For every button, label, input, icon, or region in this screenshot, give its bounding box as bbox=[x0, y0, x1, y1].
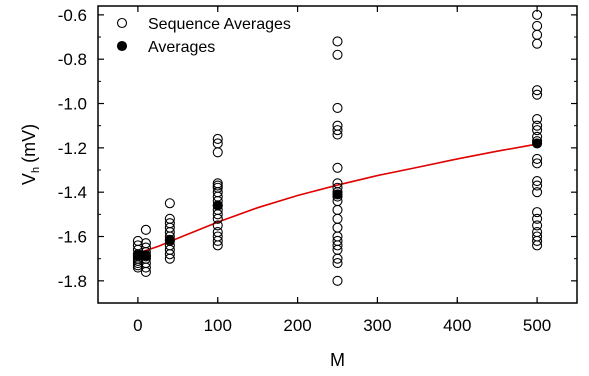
legend-marker-sequence-averages bbox=[116, 17, 128, 29]
y-axis-label-sub: h bbox=[30, 167, 42, 173]
sequence-average-point bbox=[532, 153, 543, 164]
y-axis-label: Vh (mV) bbox=[19, 124, 42, 185]
sequence-average-point bbox=[212, 220, 223, 231]
y-tick-label: -0.6 bbox=[58, 6, 87, 25]
sequence-average-point bbox=[212, 147, 223, 158]
sequence-average-point bbox=[332, 258, 343, 269]
sequence-average-point bbox=[532, 213, 543, 224]
sequence-average-point bbox=[332, 275, 343, 286]
sequence-average-point bbox=[532, 176, 543, 187]
average-point bbox=[532, 138, 543, 149]
y-tick-label: -1.2 bbox=[58, 139, 87, 158]
sequence-average-point bbox=[212, 240, 223, 251]
y-tick-label: -1.6 bbox=[58, 228, 87, 247]
sequence-average-point bbox=[532, 20, 543, 31]
sequence-average-point bbox=[332, 244, 343, 255]
sequence-average-point bbox=[332, 102, 343, 114]
x-axis-label: M bbox=[330, 350, 345, 370]
plot-frame bbox=[97, 5, 578, 304]
sequence-average-point bbox=[332, 240, 343, 251]
sequence-average-point bbox=[532, 89, 543, 100]
legend-label-sequence-averages: Sequence Averages bbox=[148, 16, 291, 33]
sequence-average-point bbox=[532, 187, 543, 198]
sequence-average-point bbox=[212, 213, 223, 224]
sequence-average-point bbox=[532, 207, 543, 218]
sequence-average-point bbox=[332, 222, 343, 233]
sequence-average-point bbox=[212, 235, 223, 246]
average-point bbox=[140, 250, 151, 261]
data-points bbox=[132, 9, 543, 286]
sequence-average-point bbox=[332, 129, 343, 140]
sequence-average-point bbox=[532, 240, 543, 251]
y-tick-label: -0.8 bbox=[58, 50, 87, 69]
sequence-average-point bbox=[332, 36, 343, 47]
sequence-average-point bbox=[532, 29, 543, 40]
legend-marker-averages bbox=[116, 40, 128, 52]
average-point bbox=[164, 234, 175, 245]
sequence-average-point bbox=[132, 262, 143, 273]
y-tick-label: -1.4 bbox=[58, 183, 87, 202]
sequence-average-point bbox=[532, 120, 543, 131]
sequence-average-point bbox=[332, 213, 343, 224]
sequence-average-point bbox=[532, 235, 543, 246]
x-tick-label: 300 bbox=[363, 316, 391, 335]
legend-label-averages: Averages bbox=[148, 39, 215, 56]
legend: Sequence Averages Averages bbox=[116, 16, 291, 56]
sequence-average-point bbox=[332, 162, 343, 173]
y-tick-labels: -1.8 -1.6 -1.4 -1.2 -1.0 -0.8 -0.6 bbox=[58, 6, 87, 291]
sequence-average-point bbox=[532, 158, 543, 169]
sequence-average-point bbox=[532, 113, 543, 125]
average-point bbox=[212, 200, 223, 211]
sequence-average-point bbox=[212, 138, 223, 149]
x-tick-label: 200 bbox=[283, 316, 311, 335]
x-tick-label: 500 bbox=[523, 316, 551, 335]
y-axis-label-main: V bbox=[19, 173, 39, 185]
sequence-average-point bbox=[332, 125, 343, 136]
sequence-average-point bbox=[532, 220, 543, 231]
sequence-average-point bbox=[140, 266, 151, 278]
sequence-average-point bbox=[532, 180, 543, 191]
sequence-average-point bbox=[532, 9, 543, 20]
sequence-average-point bbox=[332, 253, 343, 264]
y-axis-label-unit: (mV) bbox=[19, 124, 39, 163]
sequence-average-point bbox=[212, 133, 223, 145]
sequence-average-point bbox=[532, 38, 543, 49]
sequence-average-point bbox=[140, 262, 151, 273]
y-tick-label: -1.0 bbox=[58, 95, 87, 114]
sequence-average-point bbox=[332, 204, 343, 215]
sequence-average-point bbox=[164, 253, 175, 264]
y-tick-label: -1.8 bbox=[58, 272, 87, 291]
sequence-average-point bbox=[332, 49, 343, 60]
sequence-average-point bbox=[164, 198, 175, 209]
average-point bbox=[332, 189, 343, 200]
x-tick-label: 100 bbox=[204, 316, 232, 335]
x-tick-label: 0 bbox=[133, 316, 142, 335]
sequence-average-point bbox=[532, 85, 543, 96]
x-tick-labels: 0 100 200 300 400 500 bbox=[133, 316, 551, 335]
sequence-average-point bbox=[140, 224, 151, 235]
sequence-average-point bbox=[532, 125, 543, 136]
x-tick-label: 400 bbox=[443, 316, 471, 335]
sequence-average-point bbox=[164, 249, 175, 260]
